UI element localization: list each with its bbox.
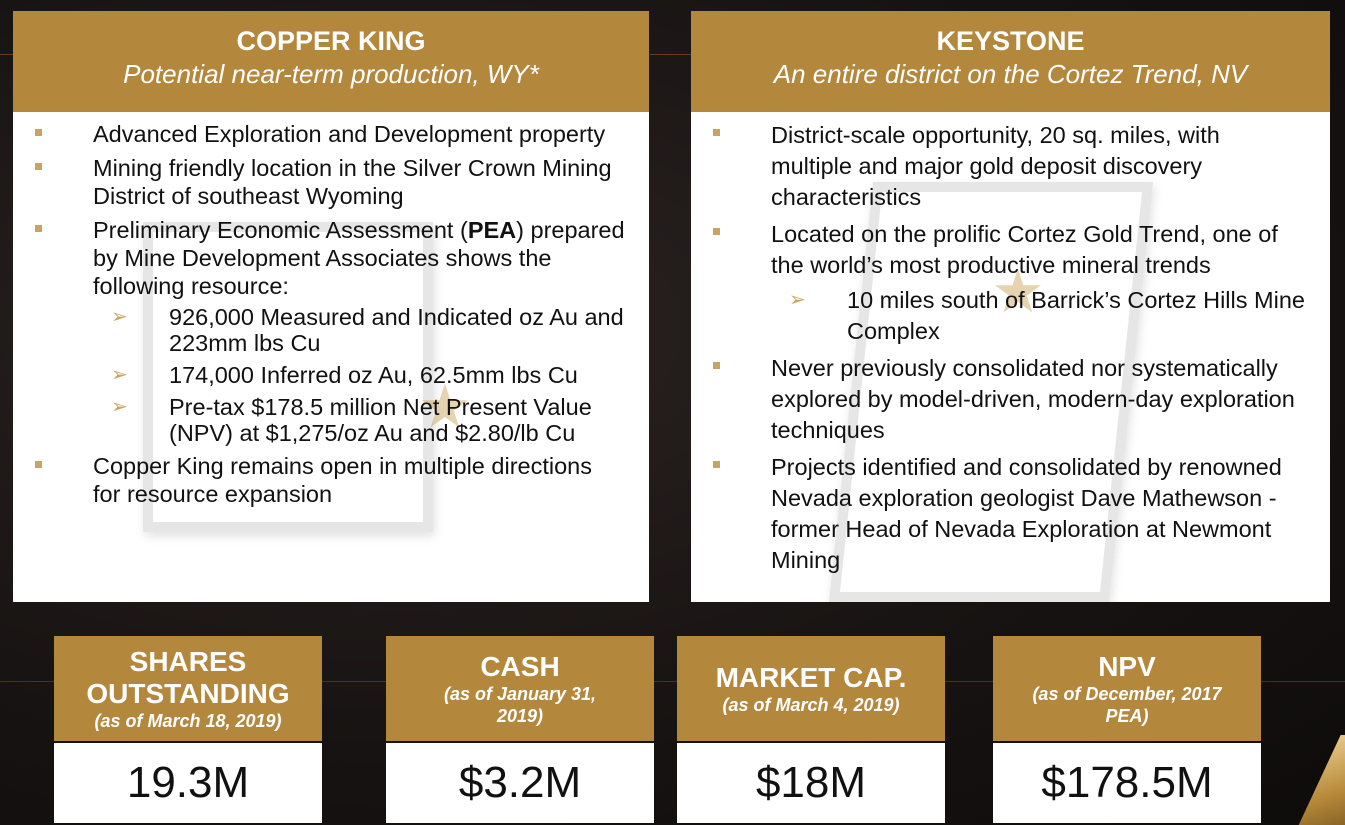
stat-card-header: SHARES OUTSTANDING (as of March 18, 2019… [54, 636, 322, 741]
sub-bullet-item: ➢ 174,000 Inferred oz Au, 62.5mm lbs Cu [93, 362, 625, 388]
star-icon: ★ [418, 373, 472, 440]
bullet-text: Located on the prolific Cortez Gold Tren… [771, 221, 1278, 278]
bullet-item: Advanced Exploration and Development pro… [33, 120, 625, 148]
stat-label: CASH [480, 650, 560, 682]
stat-label: MARKET CAP. [715, 661, 907, 693]
bullet-text: Mining friendly location in the Silver C… [93, 155, 612, 209]
stat-card-cash: CASH (as of January 31, 2019) $3.2M [386, 636, 654, 823]
square-bullet-icon [713, 461, 720, 468]
copper-king-bullets: Advanced Exploration and Development pro… [33, 120, 625, 508]
accent-line-middle [650, 54, 692, 55]
stat-value: $178.5M [993, 743, 1261, 823]
copper-king-title: COPPER KING [236, 26, 426, 56]
sub-bullet-text: 10 miles south of Barrick’s Cortez Hills… [847, 287, 1305, 344]
sub-bullet-text: 926,000 Measured and Indicated oz Au and… [169, 304, 624, 356]
keystone-title: KEYSTONE [936, 26, 1085, 56]
sub-bullet-item: ➢ 926,000 Measured and Indicated oz Au a… [93, 304, 625, 356]
stat-note: (as of March 18, 2019) [94, 710, 282, 731]
bullet-item: Never previously consolidated nor system… [711, 353, 1306, 446]
stat-value: $18M [677, 743, 945, 823]
bullet-item: District-scale opportunity, 20 sq. miles… [711, 120, 1306, 213]
bullet-item: Located on the prolific Cortez Gold Tren… [711, 219, 1306, 347]
arrow-bullet-icon: ➢ [111, 396, 128, 418]
square-bullet-icon [35, 129, 42, 136]
stat-note: (as of December, 2017 PEA) [1032, 683, 1222, 726]
bullet-text-end: ) prepared by Mine Development Associate… [93, 217, 625, 299]
bullet-text: Advanced Exploration and Development pro… [93, 121, 606, 147]
arrow-bullet-icon: ➢ [111, 306, 128, 328]
sub-bullet-text: Pre-tax $178.5 million Net Present Value… [169, 394, 592, 446]
stat-card-header: MARKET CAP. (as of March 4, 2019) [677, 636, 945, 741]
corner-decoration [1289, 735, 1345, 825]
square-bullet-icon [35, 225, 42, 232]
stat-card-shares: SHARES OUTSTANDING (as of March 18, 2019… [54, 636, 322, 823]
pea-sub-bullets: ➢ 926,000 Measured and Indicated oz Au a… [93, 304, 625, 446]
square-bullet-icon [713, 362, 720, 369]
bullet-text: Never previously consolidated nor system… [771, 355, 1295, 443]
star-icon: ★ [991, 258, 1045, 325]
bullet-text-start: Preliminary Economic Assessment ( [93, 217, 468, 243]
stat-label: NPV [1098, 650, 1156, 682]
square-bullet-icon [35, 461, 42, 468]
accent-line-left [0, 54, 14, 55]
keystone-body: ★ District-scale opportunity, 20 sq. mil… [691, 112, 1330, 602]
cortez-sub-bullets: ➢ 10 miles south of Barrick’s Cortez Hil… [771, 285, 1306, 347]
wyoming-map-shape [143, 222, 433, 532]
sub-bullet-item: ➢ 10 miles south of Barrick’s Cortez Hil… [771, 285, 1306, 347]
square-bullet-icon [713, 129, 720, 136]
copper-king-subtitle: Potential near-term production, WY* [123, 59, 539, 89]
sub-bullet-item: ➢ Pre-tax $178.5 million Net Present Val… [93, 394, 625, 446]
copper-king-body: ★ Advanced Exploration and Development p… [13, 112, 649, 602]
keystone-bullets: District-scale opportunity, 20 sq. miles… [711, 120, 1306, 576]
arrow-bullet-icon: ➢ [111, 364, 128, 386]
square-bullet-icon [35, 163, 42, 170]
stat-value: $3.2M [386, 743, 654, 823]
arrow-bullet-icon: ➢ [789, 289, 806, 311]
bullet-item: Preliminary Economic Assessment (PEA) pr… [33, 216, 625, 446]
bullet-item: Copper King remains open in multiple dir… [33, 452, 625, 508]
stat-note: (as of January 31, 2019) [443, 683, 597, 726]
stat-card-header: CASH (as of January 31, 2019) [386, 636, 654, 741]
bullet-item: Projects identified and consolidated by … [711, 452, 1306, 576]
square-bullet-icon [713, 228, 720, 235]
stat-value: 19.3M [54, 743, 322, 823]
stat-note: (as of March 4, 2019) [722, 694, 900, 715]
stat-label: SHARES OUTSTANDING [86, 645, 290, 709]
stat-card-npv: NPV (as of December, 2017 PEA) $178.5M [993, 636, 1261, 823]
bullet-text: Projects identified and consolidated by … [771, 454, 1282, 573]
stat-card-market-cap: MARKET CAP. (as of March 4, 2019) $18M [677, 636, 945, 823]
keystone-panel: KEYSTONE An entire district on the Corte… [691, 11, 1330, 602]
bullet-text: District-scale opportunity, 20 sq. miles… [771, 122, 1220, 210]
bullet-text-bold: PEA [467, 217, 517, 243]
copper-king-header: COPPER KING Potential near-term producti… [13, 11, 649, 112]
bullet-item: Mining friendly location in the Silver C… [33, 154, 625, 210]
keystone-subtitle: An entire district on the Cortez Trend, … [773, 59, 1248, 89]
keystone-header: KEYSTONE An entire district on the Corte… [691, 11, 1330, 112]
stat-card-header: NPV (as of December, 2017 PEA) [993, 636, 1261, 741]
bullet-text: Copper King remains open in multiple dir… [93, 453, 592, 507]
sub-bullet-text: 174,000 Inferred oz Au, 62.5mm lbs Cu [169, 362, 578, 388]
accent-line-bottom [0, 681, 1345, 682]
copper-king-panel: COPPER KING Potential near-term producti… [13, 11, 649, 602]
